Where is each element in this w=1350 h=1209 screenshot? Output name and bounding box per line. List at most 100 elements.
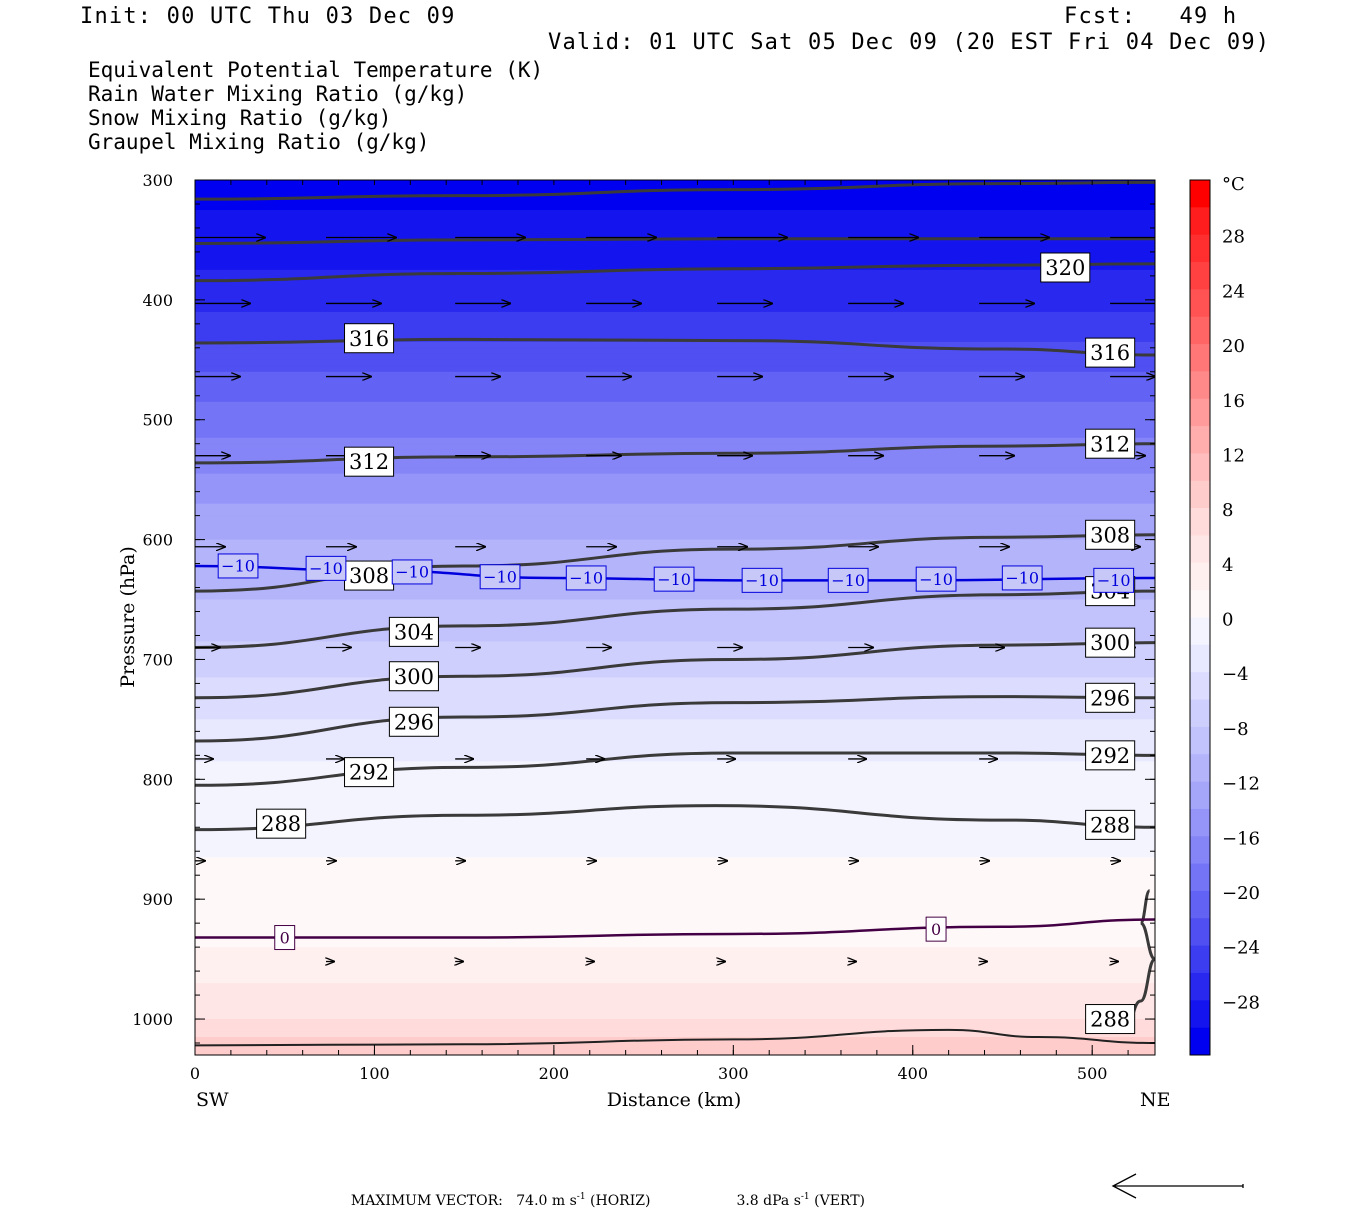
temp-band bbox=[195, 245, 1155, 253]
contour-label-312: 312 bbox=[1090, 432, 1130, 456]
isotherm-label: −10 bbox=[1097, 571, 1131, 590]
temp-band bbox=[195, 989, 1155, 996]
colorbar-swatch bbox=[1190, 316, 1210, 345]
temp-band bbox=[195, 857, 1155, 865]
isotherm-0 bbox=[195, 918, 1155, 939]
temp-band bbox=[195, 995, 1155, 1002]
temp-band bbox=[195, 983, 1155, 990]
isotherm-label: −10 bbox=[221, 557, 255, 576]
y-tick-label: 900 bbox=[142, 890, 173, 909]
temp-band bbox=[195, 180, 1155, 187]
isotherm-label: −10 bbox=[1005, 569, 1039, 588]
temp-band bbox=[195, 929, 1155, 936]
temp-band bbox=[195, 773, 1155, 781]
temp-band bbox=[195, 1001, 1155, 1008]
temp-band bbox=[195, 719, 1155, 727]
temp-band bbox=[195, 875, 1155, 882]
theta-e-296 bbox=[195, 695, 1155, 743]
temp-band bbox=[195, 893, 1155, 900]
contour-label-288-box bbox=[256, 808, 307, 839]
forecast-hour: Fcst: 49 h bbox=[1064, 4, 1238, 29]
temp-band bbox=[195, 197, 1155, 205]
temp-band bbox=[195, 407, 1155, 415]
isotherm-label-box bbox=[565, 565, 607, 591]
temp-band bbox=[195, 191, 1155, 199]
contour-label-288-surface-box bbox=[1085, 1004, 1136, 1035]
temp-band bbox=[195, 1007, 1155, 1014]
temp-band bbox=[195, 839, 1155, 847]
contour-label-292: 292 bbox=[349, 761, 389, 785]
isotherm-label: −10 bbox=[309, 559, 343, 578]
isotherm-label-box bbox=[653, 566, 695, 592]
temp-band bbox=[195, 905, 1155, 912]
temp-band bbox=[195, 233, 1155, 241]
y-tick-label: 600 bbox=[142, 531, 173, 550]
temp-band bbox=[195, 257, 1155, 265]
temp-band bbox=[195, 845, 1155, 853]
x-axis-title: Distance (km) bbox=[607, 1089, 742, 1111]
x-tick-label: 200 bbox=[539, 1064, 570, 1083]
temp-band bbox=[195, 527, 1155, 535]
temperature-shading bbox=[195, 180, 1155, 1055]
contour-label-296-box bbox=[1085, 682, 1136, 713]
contour-label-312-box bbox=[1085, 428, 1136, 459]
colorbar-tick-label: −4 bbox=[1222, 664, 1249, 685]
temp-band bbox=[195, 821, 1155, 829]
isotherm-label-box bbox=[915, 566, 957, 592]
temp-band bbox=[195, 287, 1155, 295]
temp-band bbox=[195, 635, 1155, 643]
temp-band bbox=[195, 617, 1155, 625]
temp-band bbox=[195, 623, 1155, 631]
temp-band bbox=[195, 209, 1155, 217]
temp-band bbox=[195, 311, 1155, 319]
temp-band bbox=[195, 503, 1155, 511]
temp-band bbox=[195, 443, 1155, 451]
temp-band bbox=[195, 743, 1155, 751]
horiz-max-value: 74.0 m s-1 (HORIZ) bbox=[516, 1192, 651, 1209]
theta-e-line bbox=[195, 180, 1155, 201]
colorbar: 28 24 20 16 12 8 4 0 −4 −8 −12 −16 −20 −24 −28 bbox=[1189, 179, 1260, 1056]
temp-band bbox=[195, 977, 1155, 984]
temp-band bbox=[195, 317, 1155, 325]
y-tick-label: 1000 bbox=[132, 1010, 173, 1029]
temp-band bbox=[195, 401, 1155, 409]
legend-rain: Rain Water Mixing Ratio (g/kg) bbox=[88, 82, 468, 106]
temp-band bbox=[195, 395, 1155, 403]
temp-band bbox=[195, 653, 1155, 661]
temp-band bbox=[195, 815, 1155, 823]
contour-label-316-box bbox=[1085, 337, 1136, 368]
colorbar-swatch bbox=[1190, 234, 1210, 263]
colorbar-swatch bbox=[1190, 535, 1210, 564]
contour-label-288: 288 bbox=[1090, 813, 1130, 837]
colorbar-tick-label: −8 bbox=[1222, 719, 1249, 740]
temp-band bbox=[195, 251, 1155, 259]
temp-band bbox=[195, 419, 1155, 427]
colorbar-tick-label: −16 bbox=[1222, 828, 1260, 849]
isotherm-label: −10 bbox=[657, 570, 691, 589]
colorbar-swatch bbox=[1190, 207, 1210, 236]
temp-band bbox=[195, 203, 1155, 211]
temp-band bbox=[195, 665, 1155, 673]
isotherm-label: −10 bbox=[919, 570, 953, 589]
colorbar-swatch bbox=[1190, 945, 1210, 974]
isotherm-label: −10 bbox=[569, 569, 603, 588]
temp-band bbox=[195, 677, 1155, 685]
colorbar-swatch bbox=[1190, 754, 1210, 783]
contour-label-316: 316 bbox=[349, 327, 389, 351]
temp-band bbox=[195, 869, 1155, 877]
colorbar-tick-label: 8 bbox=[1222, 500, 1233, 521]
temp-band bbox=[195, 1019, 1155, 1026]
isotherm-label-box bbox=[217, 553, 259, 579]
temp-band bbox=[195, 263, 1155, 271]
colorbar-unit: °C bbox=[1222, 174, 1245, 195]
ne-label: NE bbox=[1140, 1089, 1171, 1111]
temp-band bbox=[195, 539, 1155, 547]
temp-band bbox=[195, 737, 1155, 745]
temp-band bbox=[195, 911, 1155, 918]
colorbar-swatch bbox=[1190, 480, 1210, 509]
temp-band bbox=[195, 371, 1155, 379]
y-tick-label: 500 bbox=[142, 411, 173, 430]
temp-band bbox=[195, 761, 1155, 769]
temp-band bbox=[195, 293, 1155, 301]
temp-band bbox=[195, 323, 1155, 331]
